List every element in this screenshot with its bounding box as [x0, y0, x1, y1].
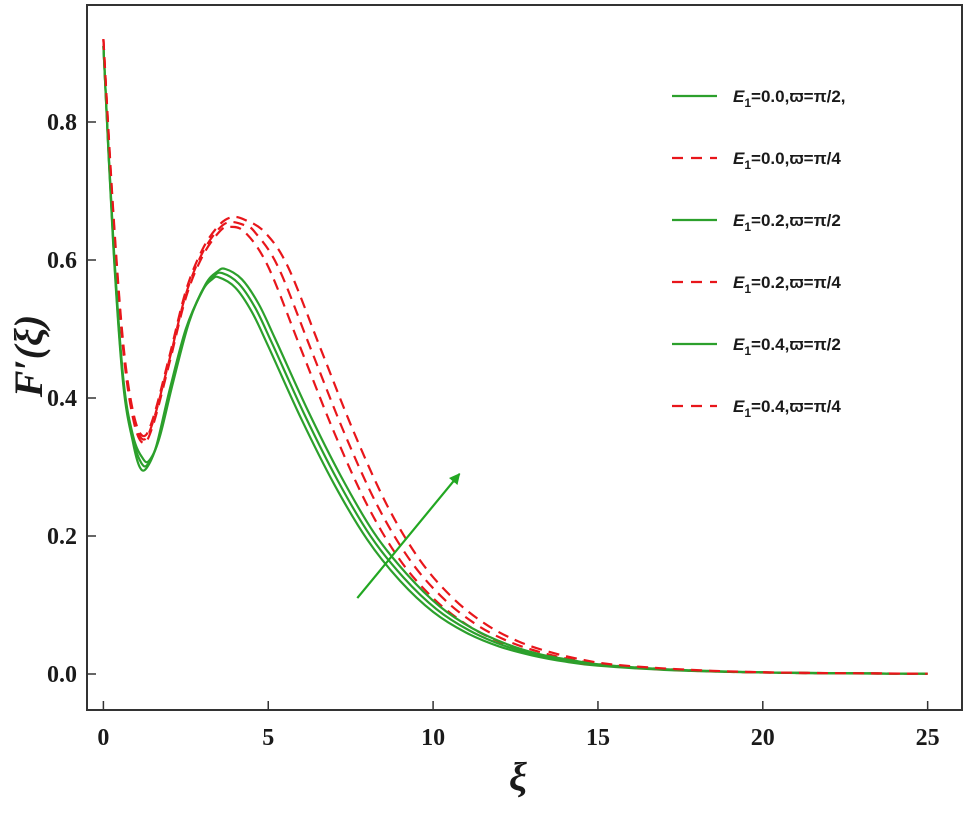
- x-tick-label: 20: [751, 725, 775, 751]
- ticks-group: 0 5 10 15 20 25 0.0 0.2 0.4 0.6 0.8: [47, 110, 940, 751]
- x-tick-label: 5: [262, 725, 274, 751]
- x-tick-label: 25: [916, 725, 940, 751]
- x-tick-label: 10: [421, 725, 445, 751]
- legend-label: E1=0.0,ϖ=π/2,: [733, 87, 846, 110]
- y-tick-label: 0.2: [47, 524, 77, 550]
- x-tick-label: 15: [586, 725, 610, 751]
- legend-label: E1=0.2,ϖ=π/4: [733, 273, 841, 296]
- series-line: [102, 46, 928, 675]
- legend-label: E1=0.4,ϖ=π/4: [733, 397, 841, 420]
- y-tick-label: 0.4: [47, 386, 77, 412]
- series-line: [102, 39, 928, 675]
- y-tick-label: 0.6: [47, 248, 77, 274]
- legend-label: E1=0.2,ϖ=π/2: [733, 211, 841, 234]
- legend-label: E1=0.4,ϖ=π/2: [733, 335, 841, 358]
- series-line: [102, 39, 928, 675]
- y-axis-label: F′(ξ): [6, 315, 51, 399]
- x-tick-label: 0: [97, 725, 109, 751]
- plot-frame: [86, 4, 963, 711]
- series-line: [102, 46, 928, 675]
- legend-label: E1=0.0,ϖ=π/4: [733, 149, 841, 172]
- y-tick-label: 0.0: [47, 662, 77, 688]
- series-line: [102, 46, 928, 675]
- y-tick-label: 0.8: [47, 110, 77, 136]
- legend: E1=0.0,ϖ=π/2, E1=0.0,ϖ=π/4 E1=0.2,ϖ=π/2 E1=…: [672, 87, 846, 420]
- x-axis-label: ξ: [509, 754, 527, 799]
- trend-arrow: [356, 473, 461, 599]
- series-line: [102, 39, 928, 675]
- series-group: [102, 39, 928, 675]
